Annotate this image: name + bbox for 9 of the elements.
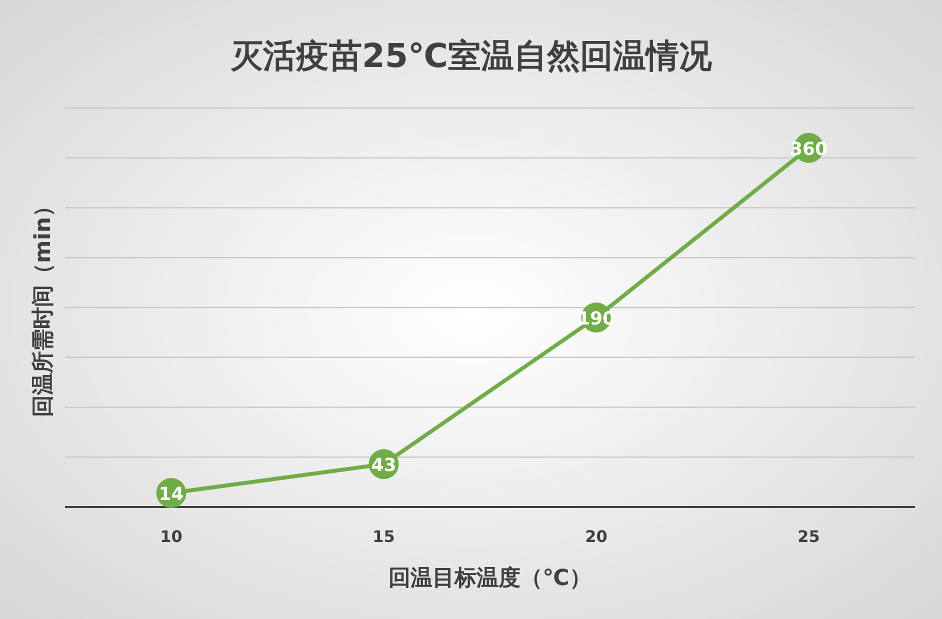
x-tick-label: 10 — [160, 527, 182, 546]
data-label: 43 — [371, 455, 396, 476]
y-axis-title: 回温所需时间（min） — [31, 194, 56, 418]
x-tick-label: 25 — [798, 527, 820, 546]
data-label: 14 — [158, 484, 184, 506]
chart-title: 灭活疫苗25℃室温自然回温情况 — [230, 36, 713, 75]
x-tick-label: 15 — [372, 527, 395, 546]
x-tick-label: 20 — [585, 527, 608, 546]
x-axis-title: 回温目标温度（℃） — [388, 565, 592, 591]
